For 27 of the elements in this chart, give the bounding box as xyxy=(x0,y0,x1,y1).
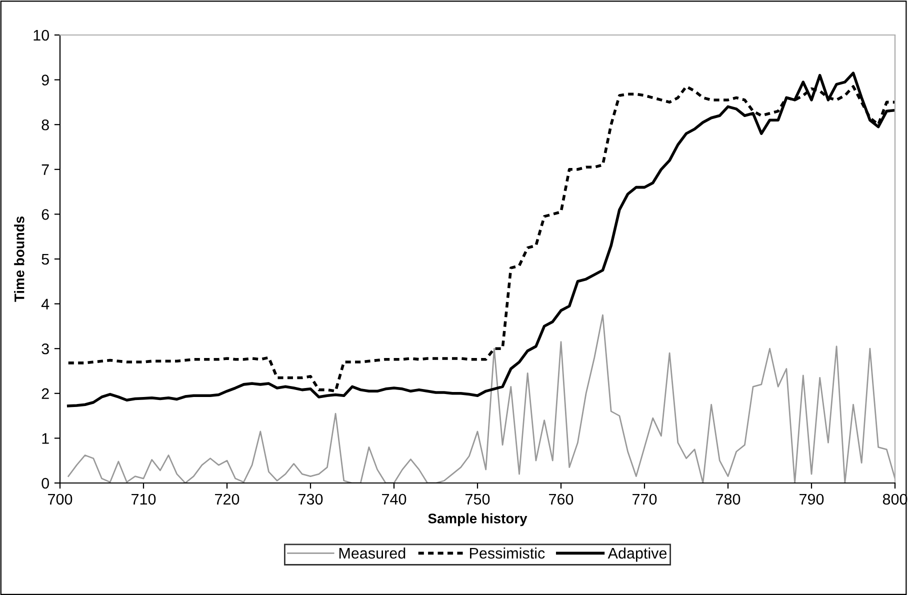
x-tick-label: 790 xyxy=(800,494,824,505)
x-tick-label: 760 xyxy=(549,494,574,505)
y-tick-label: 9 xyxy=(42,74,49,86)
y-tick-label: 10 xyxy=(34,30,49,41)
x-tick-label: 780 xyxy=(716,494,740,505)
x-tick-label: 710 xyxy=(132,494,156,505)
x-tick-label: 700 xyxy=(48,494,72,505)
x-tick-label: 730 xyxy=(298,494,323,505)
legend-label: Measured xyxy=(339,547,406,559)
legend-label: Adaptive xyxy=(608,547,667,562)
y-tick-label: 5 xyxy=(42,254,49,265)
legend-label: Pessimistic xyxy=(470,547,545,559)
x-tick-label: 750 xyxy=(466,494,490,505)
line-series xyxy=(68,314,895,483)
y-tick-label: 6 xyxy=(42,209,49,220)
x-tick-label: 740 xyxy=(382,494,406,505)
y-tick-label: 4 xyxy=(41,298,50,310)
y-tick-label: 0 xyxy=(42,478,49,489)
x-tick-label: 770 xyxy=(632,494,657,505)
y-axis-title: Time bounds xyxy=(14,216,24,302)
y-tick-label: 8 xyxy=(42,119,49,130)
y-tick-label: 3 xyxy=(42,343,49,354)
x-tick-label: 720 xyxy=(215,494,240,505)
y-tick-label: 1 xyxy=(42,433,49,444)
y-tick-label: 2 xyxy=(42,388,49,399)
x-axis-title: Sample history xyxy=(428,513,528,526)
y-tick-label: 7 xyxy=(42,164,49,175)
